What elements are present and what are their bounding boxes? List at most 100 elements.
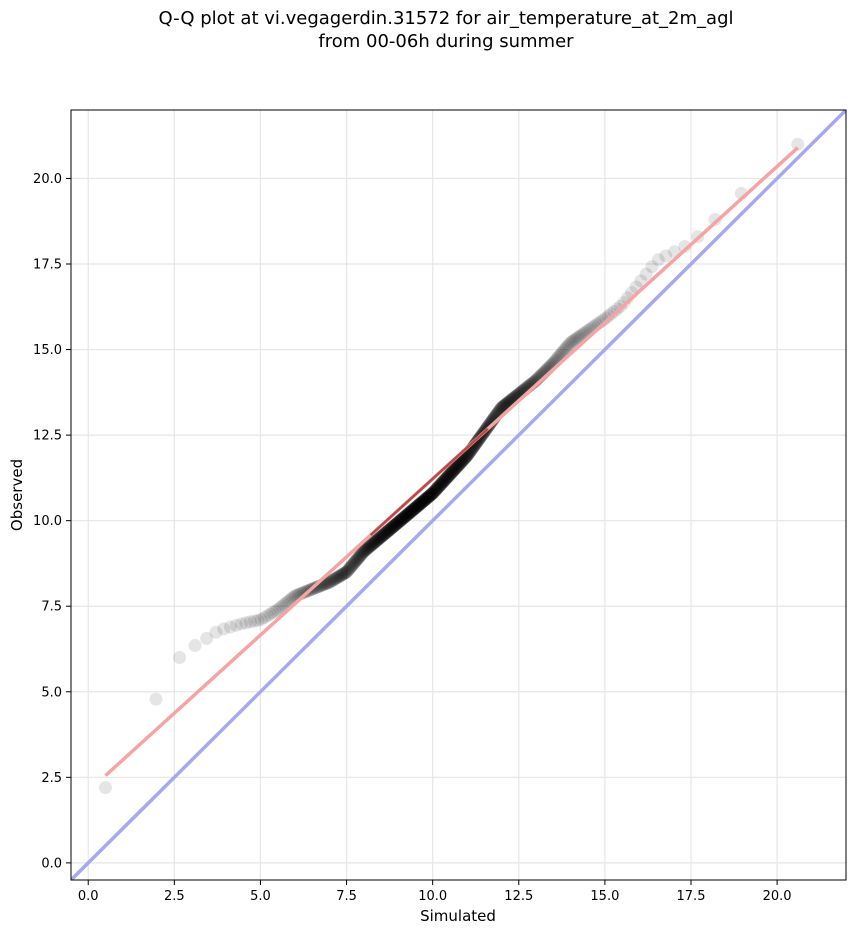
quantile-point	[352, 550, 366, 564]
quantile-point	[343, 561, 357, 575]
quantile-point	[392, 514, 406, 528]
quantile-point	[454, 456, 468, 470]
quantile-point	[574, 328, 588, 342]
quantile-point	[321, 576, 335, 590]
quantile-point	[149, 692, 163, 706]
x-tick-label: 20.0	[763, 889, 792, 904]
quantile-point	[443, 468, 457, 482]
quantile-point	[353, 549, 367, 563]
quantile-point	[406, 503, 420, 517]
quantile-point	[381, 524, 395, 538]
quantile-point	[450, 460, 464, 474]
quantile-point	[443, 467, 457, 481]
quantile-point	[385, 521, 399, 535]
quantile-point	[368, 535, 382, 549]
quantile-point	[415, 495, 429, 509]
quantile-point	[678, 240, 692, 254]
quantile-point	[445, 466, 459, 480]
quantile-point	[453, 457, 467, 471]
quantile-point	[413, 497, 427, 511]
quantile-point	[401, 507, 415, 521]
quantile-point	[417, 493, 431, 507]
quantile-point	[436, 474, 450, 488]
quantile-point	[334, 568, 348, 582]
quantile-point	[432, 480, 446, 494]
quantile-point	[414, 496, 428, 510]
quantile-point	[331, 570, 345, 584]
quantile-point	[266, 606, 280, 620]
quantile-point	[418, 492, 432, 506]
quantile-point	[387, 519, 401, 533]
quantile-point	[354, 548, 368, 562]
quantile-point	[451, 459, 465, 473]
quantile-point	[559, 341, 573, 355]
quantile-point	[389, 518, 403, 532]
quantile-point	[188, 639, 202, 653]
quantile-point	[384, 521, 398, 535]
quantile-point	[328, 572, 342, 586]
quantile-point	[420, 491, 434, 505]
quantile-point	[447, 463, 461, 477]
quantile-point	[352, 550, 366, 564]
quantile-point	[399, 509, 413, 523]
quantile-point	[438, 472, 452, 486]
quantile-point	[363, 539, 377, 553]
quantile-point	[370, 534, 384, 548]
quantile-point	[453, 456, 467, 470]
quantile-point	[338, 566, 352, 580]
quantile-point	[383, 522, 397, 536]
quantile-point	[356, 545, 370, 559]
quantile-point	[387, 519, 401, 533]
quantile-point	[348, 555, 362, 569]
quantile-point	[344, 560, 358, 574]
quantile-point	[239, 616, 253, 630]
quantile-point	[431, 481, 445, 495]
quantile-point	[406, 503, 420, 517]
quantile-point	[456, 453, 470, 467]
quantile-point	[651, 253, 665, 267]
quantile-point	[424, 488, 438, 502]
quantile-point	[373, 531, 387, 545]
quantile-point	[410, 500, 424, 514]
y-tick-label: 12.5	[33, 429, 62, 444]
quantile-point	[420, 491, 434, 505]
quantile-point	[558, 342, 572, 356]
quantile-point	[368, 535, 382, 549]
quantile-point	[323, 575, 337, 589]
quantile-point	[309, 581, 323, 595]
quantile-point	[333, 569, 347, 583]
quantile-point	[372, 532, 386, 546]
quantile-point	[370, 533, 384, 547]
quantile-point	[395, 512, 409, 526]
quantile-point	[443, 467, 457, 481]
quantile-point	[377, 527, 391, 541]
quantile-point	[386, 520, 400, 534]
quantile-point	[419, 492, 433, 506]
quantile-point	[601, 309, 615, 323]
quantile-point	[421, 490, 435, 504]
quantile-point	[394, 513, 408, 527]
quantile-point	[364, 538, 378, 552]
quantile-point	[455, 454, 469, 468]
quantile-point	[397, 511, 411, 525]
quantile-point	[428, 484, 442, 498]
quantile-point	[382, 523, 396, 537]
quantile-point	[340, 564, 354, 578]
quantile-point	[379, 526, 393, 540]
quantile-point	[402, 506, 416, 520]
quantile-point	[412, 498, 426, 512]
quantile-point	[375, 529, 389, 543]
quantile-point	[422, 489, 436, 503]
quantile-point	[446, 464, 460, 478]
quantile-point	[444, 466, 458, 480]
quantile-point	[397, 510, 411, 524]
quantile-point	[708, 213, 722, 227]
quantile-point	[563, 336, 577, 350]
quantile-point	[277, 598, 291, 612]
quantile-point	[388, 518, 402, 532]
quantile-point	[98, 781, 112, 795]
quantile-point	[645, 260, 659, 274]
quantile-point	[440, 470, 454, 484]
quantile-point	[436, 475, 450, 489]
